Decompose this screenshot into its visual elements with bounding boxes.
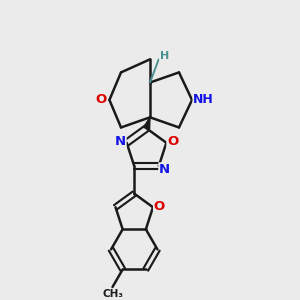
Text: O: O xyxy=(167,135,178,148)
Polygon shape xyxy=(143,117,150,129)
Text: CH₃: CH₃ xyxy=(102,289,123,299)
Text: O: O xyxy=(154,200,165,213)
Text: N: N xyxy=(159,163,170,176)
Text: N: N xyxy=(115,134,126,148)
Text: H: H xyxy=(160,52,169,61)
Text: NH: NH xyxy=(193,93,214,106)
Text: O: O xyxy=(96,93,107,106)
